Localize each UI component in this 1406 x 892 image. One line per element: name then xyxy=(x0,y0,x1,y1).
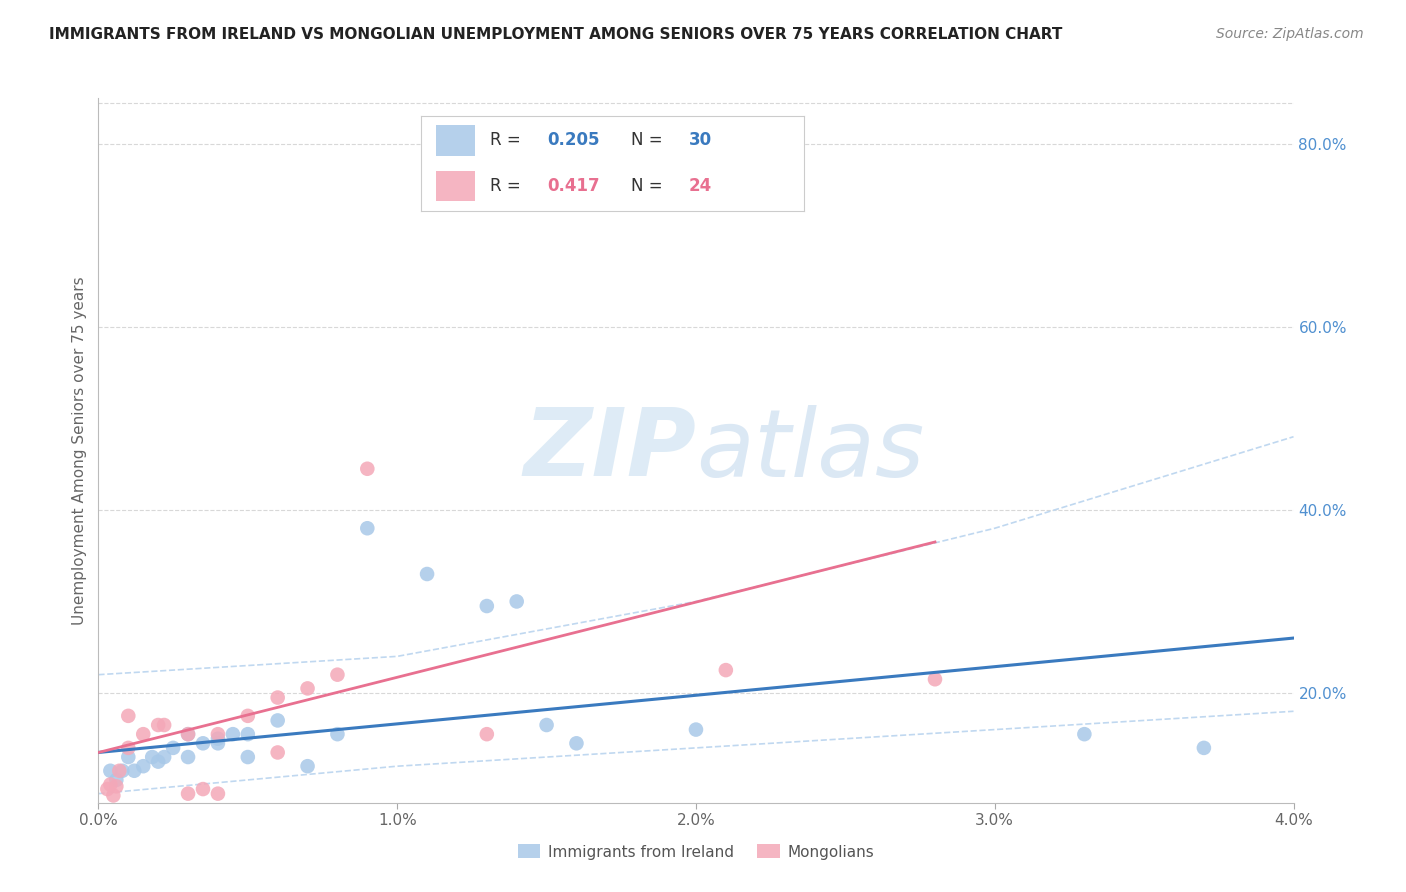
Point xyxy=(117,740,139,755)
Point xyxy=(105,772,128,787)
Point xyxy=(153,750,176,764)
Point xyxy=(236,750,259,764)
Point xyxy=(108,764,131,778)
Point xyxy=(356,462,378,476)
Point xyxy=(191,782,214,797)
Legend: Immigrants from Ireland, Mongolians: Immigrants from Ireland, Mongolians xyxy=(512,838,880,865)
Point xyxy=(236,727,259,741)
Point xyxy=(267,746,290,760)
Point xyxy=(153,718,176,732)
Point xyxy=(111,764,134,778)
Point xyxy=(117,709,139,723)
Point xyxy=(297,681,319,696)
Point xyxy=(105,780,128,794)
Point xyxy=(297,759,319,773)
Point xyxy=(124,764,146,778)
Point xyxy=(326,667,349,681)
Point xyxy=(207,727,229,741)
Point xyxy=(267,690,290,705)
Point xyxy=(148,755,170,769)
Point xyxy=(1192,740,1215,755)
Point xyxy=(98,764,122,778)
Y-axis label: Unemployment Among Seniors over 75 years: Unemployment Among Seniors over 75 years xyxy=(72,277,87,624)
Point xyxy=(207,736,229,750)
Point xyxy=(236,709,259,723)
Text: Source: ZipAtlas.com: Source: ZipAtlas.com xyxy=(1216,27,1364,41)
Point xyxy=(98,777,122,791)
Point xyxy=(191,736,214,750)
Point xyxy=(326,727,349,741)
Point xyxy=(506,594,529,608)
Point xyxy=(536,718,558,732)
Point xyxy=(162,740,184,755)
Point xyxy=(177,787,200,801)
Text: atlas: atlas xyxy=(696,405,924,496)
Point xyxy=(475,727,498,741)
Point xyxy=(207,731,229,746)
Point xyxy=(177,727,200,741)
Point xyxy=(132,727,155,741)
Point xyxy=(148,718,170,732)
Point xyxy=(416,567,439,582)
Point xyxy=(141,750,163,764)
Point xyxy=(565,736,588,750)
Text: ZIP: ZIP xyxy=(523,404,696,497)
Point xyxy=(132,759,155,773)
Text: IMMIGRANTS FROM IRELAND VS MONGOLIAN UNEMPLOYMENT AMONG SENIORS OVER 75 YEARS CO: IMMIGRANTS FROM IRELAND VS MONGOLIAN UNE… xyxy=(49,27,1063,42)
Point xyxy=(924,672,946,686)
Point xyxy=(685,723,707,737)
Point xyxy=(267,714,290,728)
Point xyxy=(356,521,378,535)
Point xyxy=(475,599,498,613)
Point xyxy=(117,750,139,764)
Point xyxy=(177,750,200,764)
Point xyxy=(714,663,737,677)
Point xyxy=(177,727,200,741)
Point xyxy=(96,782,118,797)
Point xyxy=(1073,727,1095,741)
Point xyxy=(222,727,245,741)
Point xyxy=(207,787,229,801)
Point xyxy=(103,789,125,803)
